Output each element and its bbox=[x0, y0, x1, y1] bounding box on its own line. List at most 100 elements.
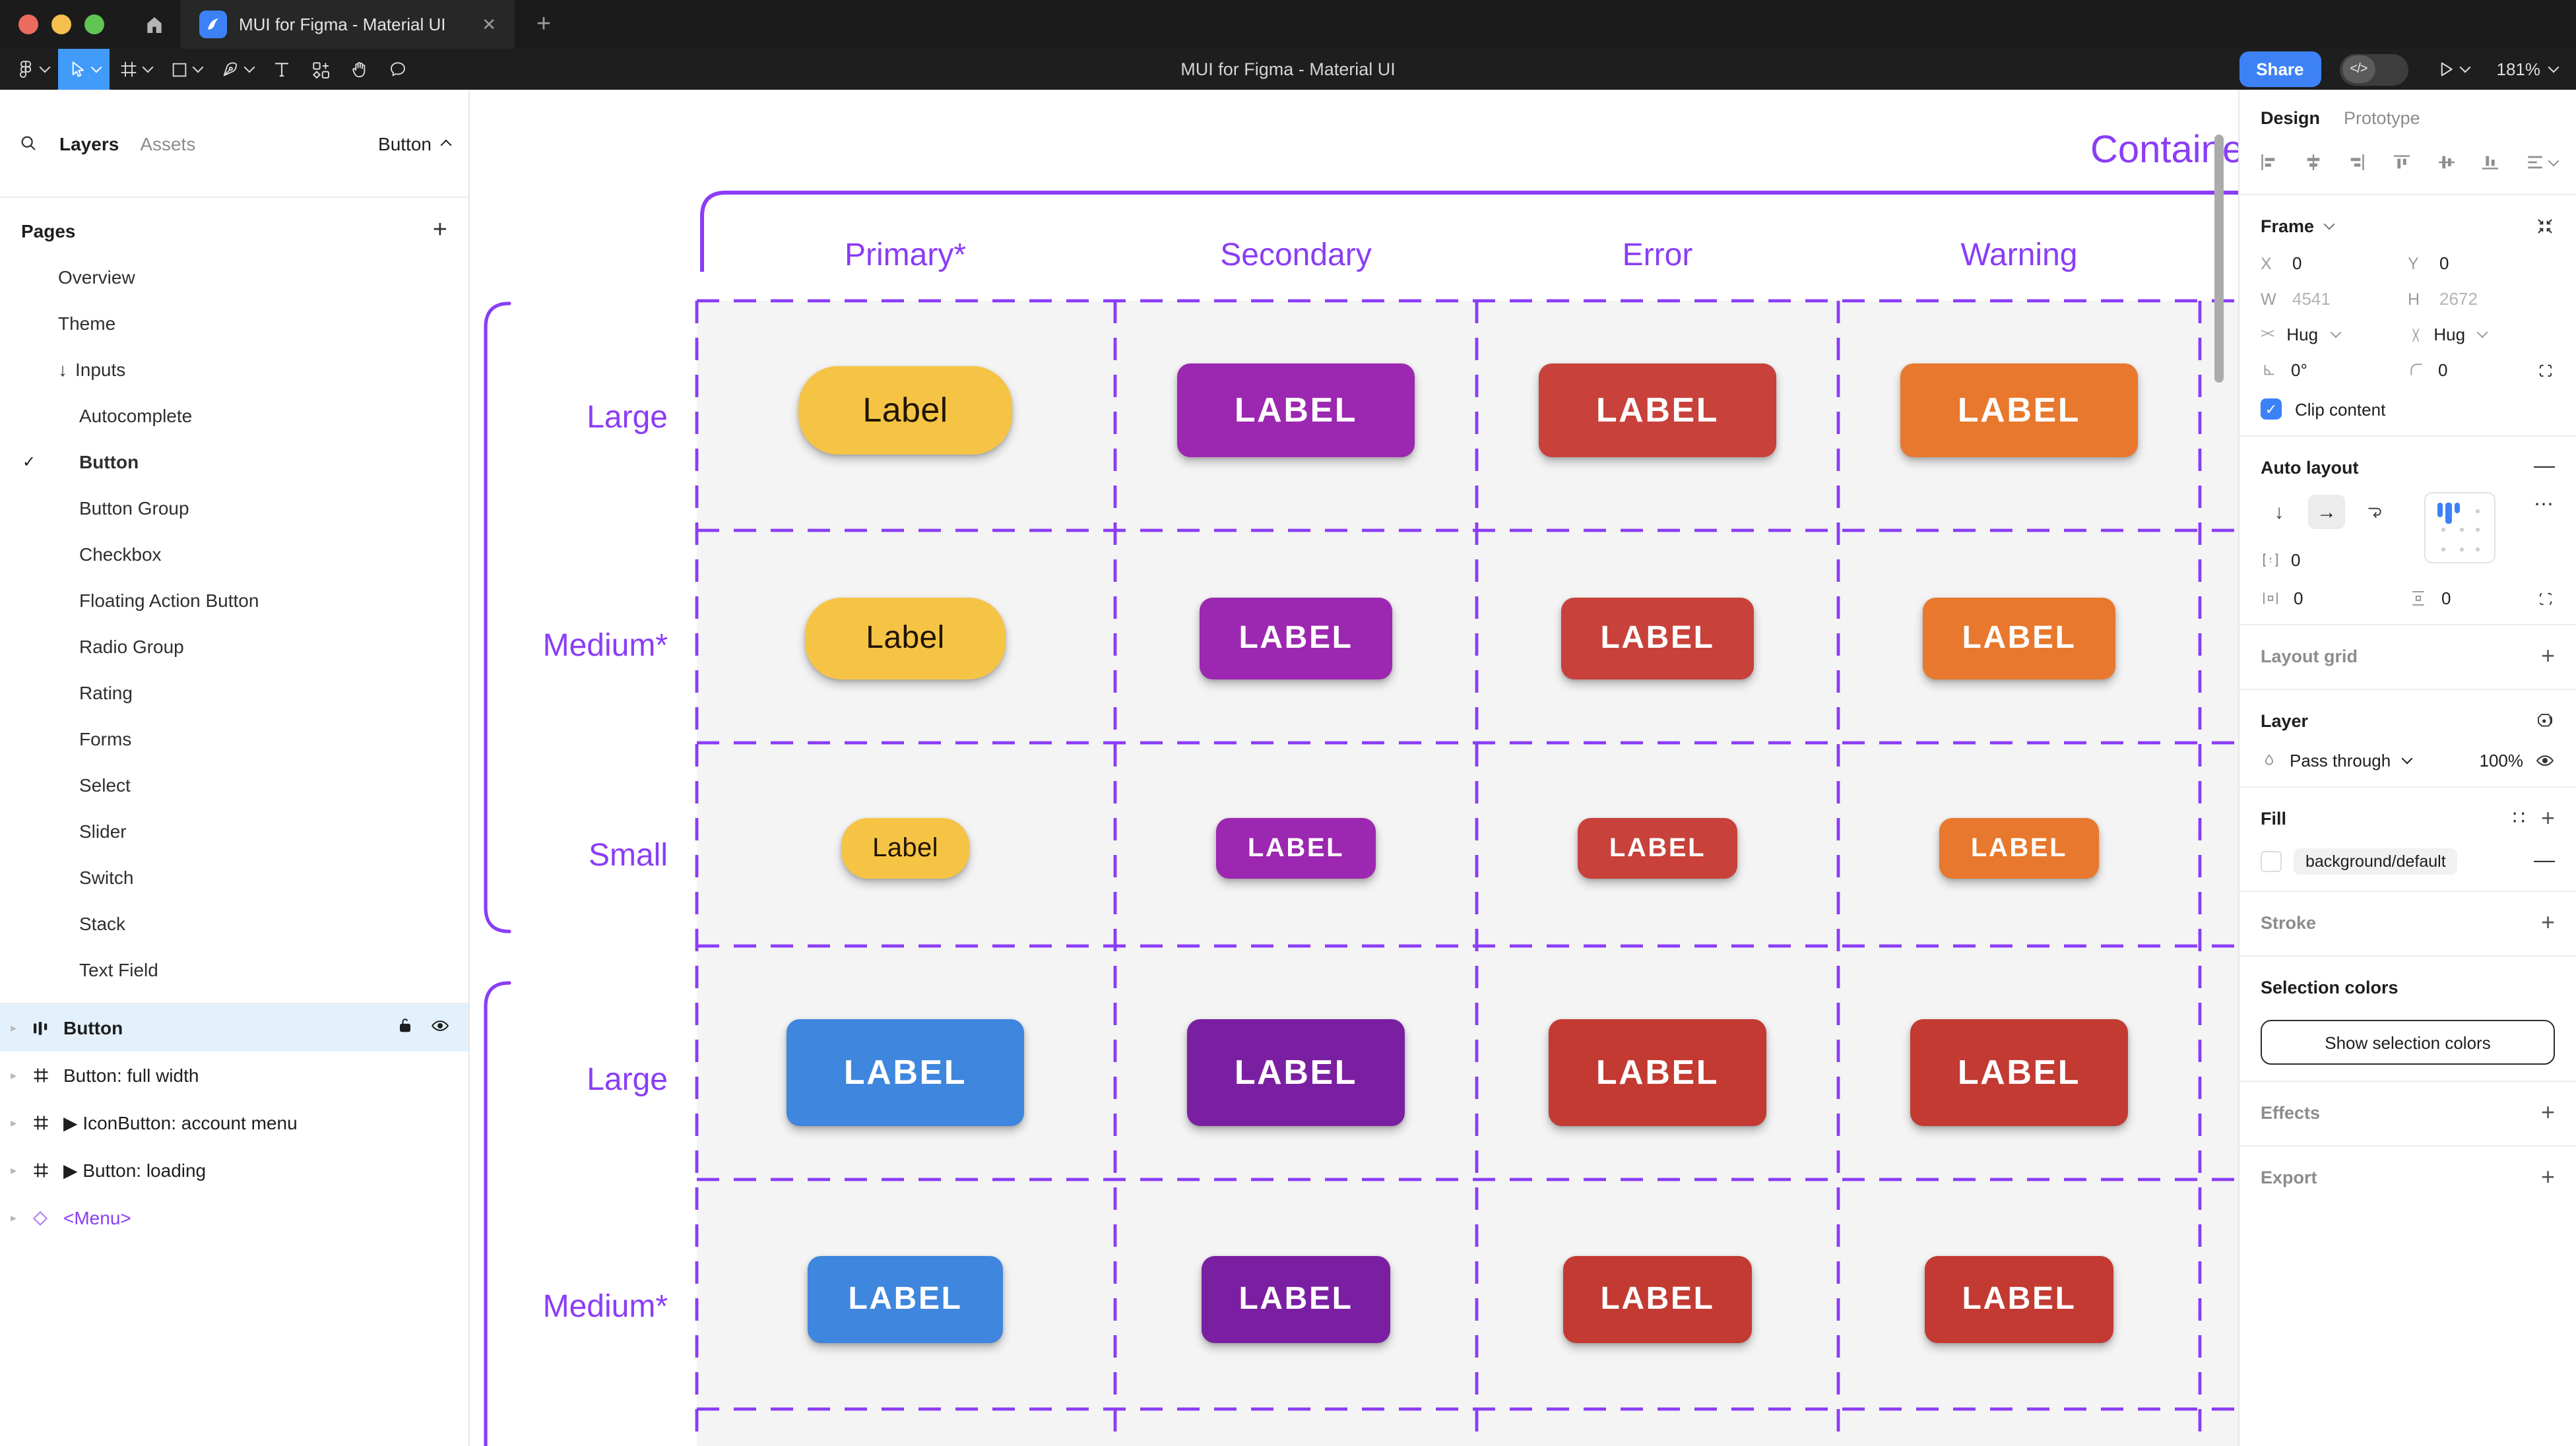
share-button[interactable]: Share bbox=[2239, 51, 2321, 87]
add-page-button[interactable]: + bbox=[432, 216, 447, 244]
search-icon[interactable] bbox=[18, 133, 38, 153]
remove-auto-layout-button[interactable]: — bbox=[2534, 455, 2555, 478]
present-button[interactable] bbox=[2427, 59, 2478, 79]
individual-padding-icon[interactable] bbox=[2536, 589, 2555, 608]
add-effect-button[interactable]: + bbox=[2540, 1098, 2555, 1125]
vertical-sizing-field[interactable]: >< Hug bbox=[2407, 325, 2555, 344]
close-tab-icon[interactable]: ✕ bbox=[482, 14, 496, 34]
layer-visibility-icon[interactable] bbox=[2535, 751, 2555, 770]
mui-button-r4-c3[interactable]: LABEL bbox=[1549, 1019, 1766, 1126]
move-tool[interactable] bbox=[58, 49, 110, 90]
tab-layers[interactable]: Layers bbox=[59, 133, 119, 154]
layer-item--button-loading[interactable]: ▸ ▶ Button: loading bbox=[0, 1147, 468, 1194]
add-fill-button[interactable]: + bbox=[2540, 804, 2555, 831]
mui-button-r3-c2[interactable]: LABEL bbox=[1216, 818, 1376, 879]
checkbox-checked-icon[interactable]: ✓ bbox=[2261, 398, 2282, 420]
page-item-button[interactable]: ✓ Button bbox=[0, 438, 468, 484]
mui-button-r3-c1[interactable]: Label bbox=[841, 818, 969, 879]
mui-button-r1-c4[interactable]: LABEL bbox=[1900, 363, 2138, 457]
page-item-rating[interactable]: Rating bbox=[0, 669, 468, 715]
align-top-icon[interactable] bbox=[2391, 152, 2412, 173]
comment-tool[interactable] bbox=[379, 49, 417, 90]
align-bottom-icon[interactable] bbox=[2480, 152, 2501, 173]
page-item-inputs[interactable]: ↓ Inputs bbox=[0, 346, 468, 392]
expand-caret-icon[interactable]: ▸ bbox=[11, 1068, 17, 1081]
expand-caret-icon[interactable]: ▸ bbox=[11, 1163, 17, 1176]
align-right-icon[interactable] bbox=[2347, 152, 2368, 173]
horizontal-sizing-field[interactable]: >< Hug bbox=[2261, 325, 2408, 344]
canvas-surface[interactable]: Contained Primary*SecondaryErrorWarning … bbox=[470, 90, 2238, 1446]
new-tab-button[interactable]: + bbox=[536, 10, 552, 38]
align-horizontal-center-icon[interactable] bbox=[2302, 152, 2323, 173]
page-item-floating-action-button[interactable]: Floating Action Button bbox=[0, 577, 468, 623]
mui-button-r5-c3[interactable]: LABEL bbox=[1563, 1256, 1752, 1343]
styles-icon[interactable]: ∷ bbox=[2512, 807, 2525, 830]
mui-button-r5-c1[interactable]: LABEL bbox=[808, 1256, 1003, 1343]
mui-button-r4-c4[interactable]: LABEL bbox=[1910, 1019, 2128, 1126]
tab-assets[interactable]: Assets bbox=[140, 133, 196, 154]
mui-button-r4-c2[interactable]: LABEL bbox=[1187, 1019, 1405, 1126]
page-item-stack[interactable]: Stack bbox=[0, 900, 468, 946]
page-item-theme[interactable]: Theme bbox=[0, 299, 468, 346]
page-item-select[interactable]: Select bbox=[0, 761, 468, 807]
frame-section-title[interactable]: Frame bbox=[2261, 216, 2315, 236]
page-item-button-group[interactable]: Button Group bbox=[0, 484, 468, 530]
close-window-button[interactable] bbox=[18, 15, 38, 34]
rotation-field[interactable]: 0° bbox=[2261, 360, 2408, 380]
zoom-window-button[interactable] bbox=[84, 15, 104, 34]
auto-layout-wrap-button[interactable] bbox=[2356, 495, 2393, 529]
hand-tool[interactable] bbox=[340, 49, 379, 90]
mui-button-r1-c2[interactable]: LABEL bbox=[1177, 363, 1415, 457]
corner-radius-field[interactable]: 0 bbox=[2408, 360, 2555, 380]
mui-button-r5-c2[interactable]: LABEL bbox=[1202, 1256, 1390, 1343]
width-field[interactable]: W 4541 bbox=[2261, 289, 2331, 309]
tab-prototype[interactable]: Prototype bbox=[2344, 108, 2420, 128]
mui-button-r1-c1[interactable]: Label bbox=[798, 366, 1012, 455]
text-tool[interactable] bbox=[263, 49, 301, 90]
page-item-autocomplete[interactable]: Autocomplete bbox=[0, 392, 468, 438]
blend-mode-value[interactable]: Pass through bbox=[2290, 751, 2391, 770]
alignment-widget[interactable] bbox=[2424, 492, 2496, 563]
page-item-text-field[interactable]: Text Field bbox=[0, 946, 468, 992]
zoom-menu[interactable]: 181% bbox=[2497, 59, 2560, 79]
vertical-padding-field[interactable]: 0 bbox=[2408, 588, 2526, 608]
remove-fill-button[interactable]: — bbox=[2534, 850, 2555, 872]
page-item-radio-group[interactable]: Radio Group bbox=[0, 623, 468, 669]
layer-item-button[interactable]: ▸ Button bbox=[0, 1004, 468, 1052]
mui-button-r2-c4[interactable]: LABEL bbox=[1923, 598, 2115, 679]
fill-color-swatch[interactable] bbox=[2261, 851, 2282, 872]
page-item-switch[interactable]: Switch bbox=[0, 854, 468, 900]
distribute-menu[interactable] bbox=[2525, 152, 2560, 173]
visible-icon[interactable] bbox=[430, 1016, 450, 1040]
show-selection-colors-button[interactable]: Show selection colors bbox=[2261, 1020, 2555, 1065]
auto-layout-more-button[interactable]: ⋯ bbox=[2534, 493, 2555, 516]
frame-title[interactable]: Contained bbox=[2090, 129, 2238, 172]
home-icon[interactable] bbox=[128, 0, 181, 49]
auto-layout-vertical-button[interactable]: ↓ bbox=[2274, 501, 2284, 523]
align-left-icon[interactable] bbox=[2258, 152, 2279, 173]
canvas-scrollbar[interactable] bbox=[2214, 135, 2224, 383]
auto-layout-horizontal-button[interactable]: → bbox=[2308, 495, 2345, 529]
horizontal-padding-field[interactable]: 0 bbox=[2261, 588, 2398, 608]
collapse-panel-icon[interactable] bbox=[2535, 216, 2555, 236]
independent-corners-icon[interactable] bbox=[2536, 361, 2555, 379]
mui-button-r3-c4[interactable]: LABEL bbox=[1939, 818, 2099, 879]
add-stroke-button[interactable]: + bbox=[2540, 908, 2555, 935]
mui-button-r5-c4[interactable]: LABEL bbox=[1925, 1256, 2113, 1343]
file-tab[interactable]: MUI for Figma - Material UI ✕ bbox=[181, 0, 515, 49]
align-vertical-center-icon[interactable] bbox=[2435, 152, 2457, 173]
fill-style-chip[interactable]: background/default bbox=[2294, 848, 2458, 875]
page-item-slider[interactable]: Slider bbox=[0, 807, 468, 854]
item-spacing-field[interactable]: 0 bbox=[2261, 550, 2408, 570]
main-menu-button[interactable] bbox=[0, 49, 58, 90]
layer-opacity-value[interactable]: 100% bbox=[2479, 751, 2524, 770]
shape-tool[interactable] bbox=[161, 49, 211, 90]
layer-item--iconbutton-account-menu[interactable]: ▸ ▶ IconButton: account menu bbox=[0, 1099, 468, 1147]
tab-design[interactable]: Design bbox=[2261, 108, 2321, 128]
resources-tool[interactable] bbox=[301, 49, 340, 90]
pen-tool[interactable] bbox=[211, 49, 263, 90]
expand-caret-icon[interactable]: ▸ bbox=[11, 1116, 17, 1129]
height-field[interactable]: H 2672 bbox=[2408, 289, 2478, 309]
mui-button-r4-c1[interactable]: LABEL bbox=[787, 1019, 1024, 1126]
